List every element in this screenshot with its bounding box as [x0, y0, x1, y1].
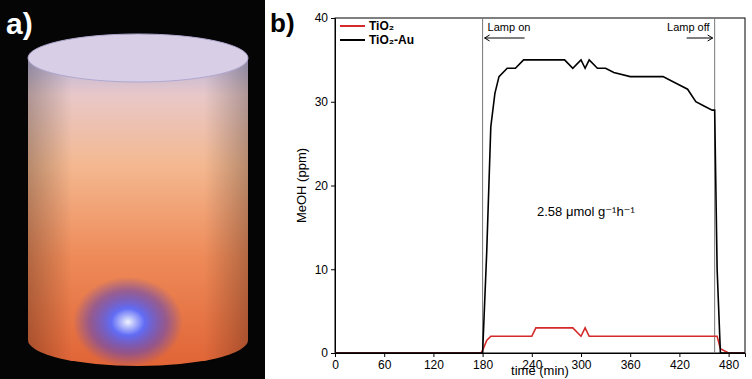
y-axis: 0 10 20 30 40: [315, 11, 336, 360]
x-axis-title: time (min): [511, 363, 569, 378]
y-tick-label: 30: [315, 95, 329, 109]
y-tick-label: 0: [321, 346, 328, 360]
x-tick-mark: [729, 353, 730, 357]
x-tick-mark: [384, 353, 385, 357]
x-tick-mark: [581, 353, 582, 357]
annotation-arrow: [687, 35, 713, 41]
x-tick-label: 480: [719, 358, 739, 372]
x-tick-mark: [630, 353, 631, 357]
x-tick: 60: [378, 353, 392, 372]
y-tick-mark: [331, 18, 335, 19]
y-tick-mark: [331, 186, 335, 187]
lamp-line: [714, 18, 715, 353]
chart-title: b): [270, 8, 295, 38]
legend-label: TiO₂-Au: [369, 33, 414, 47]
x-tick: 180: [473, 353, 493, 372]
x-tick-mark: [433, 353, 434, 357]
series-line: [335, 60, 745, 353]
x-tick: 300: [571, 353, 591, 372]
legend-label: TiO₂: [369, 19, 394, 33]
y-tick-label: 20: [315, 179, 329, 193]
legend-swatch: [340, 39, 365, 41]
plot-area: [335, 18, 745, 353]
x-tick-label: 360: [621, 358, 641, 372]
x-tick-label: 420: [670, 358, 690, 372]
x-axis-line: [336, 354, 746, 358]
x-tick-label: 120: [424, 358, 444, 372]
y-tick-mark: [331, 269, 335, 270]
x-tick-mark: [532, 353, 533, 357]
x-tick-label: 300: [571, 358, 591, 372]
light-glow: [73, 277, 183, 367]
x-tick-label: 60: [378, 358, 392, 372]
x-tick-mark: [483, 353, 484, 357]
annotation: Lamp on: [488, 21, 531, 33]
annotation: 2.58 μmol g⁻¹h⁻¹: [537, 204, 635, 219]
x-tick: 120: [424, 353, 444, 372]
x-tick-label: 0: [332, 358, 339, 372]
plot-frame: [335, 18, 745, 353]
y-tick-mark: [331, 102, 335, 103]
x-tick-mark: [679, 353, 680, 357]
lamp-line: [482, 18, 483, 353]
y-tick: 30: [315, 95, 335, 109]
x-tick: 480: [719, 353, 739, 372]
y-tick: 20: [315, 179, 335, 193]
y-tick-mark: [331, 353, 335, 354]
series-line: [335, 328, 745, 353]
y-tick: 0: [321, 346, 335, 360]
x-tick-label: 180: [473, 358, 493, 372]
y-axis-title: MeOH (ppm): [294, 148, 309, 223]
legend-swatch: [340, 25, 365, 27]
annotation-arrow: [485, 35, 525, 41]
y-tick-label: 40: [315, 11, 329, 25]
legend: TiO₂TiO₂-Au: [340, 19, 414, 47]
annotation: Lamp off: [667, 21, 711, 33]
panel-label: a): [6, 7, 33, 40]
y-tick: 10: [315, 263, 335, 277]
x-tick: 0: [332, 353, 339, 372]
photo-background: [0, 0, 265, 379]
monolith-top: [28, 34, 248, 82]
y-tick-label: 10: [315, 263, 329, 277]
x-tick: 420: [670, 353, 690, 372]
monolith-shading: [28, 58, 248, 366]
y-tick: 40: [315, 11, 335, 25]
monolith-body: [28, 58, 248, 366]
x-tick: 360: [621, 353, 641, 372]
